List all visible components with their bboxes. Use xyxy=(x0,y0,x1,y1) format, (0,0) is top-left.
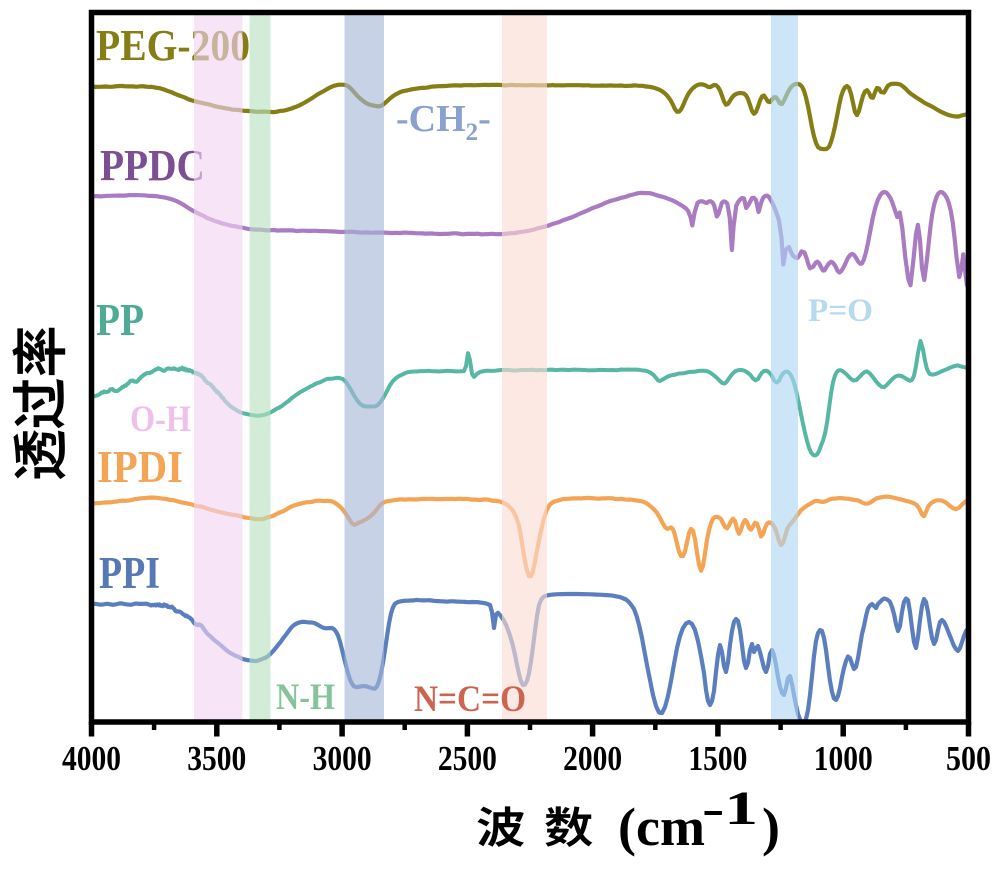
svg-text:3500: 3500 xyxy=(187,740,246,778)
svg-text:1500: 1500 xyxy=(688,740,747,778)
svg-text:PP: PP xyxy=(96,295,144,345)
svg-text:N-H: N-H xyxy=(276,677,335,718)
svg-text:IPDI: IPDI xyxy=(97,441,183,492)
svg-text:3000: 3000 xyxy=(313,740,372,778)
svg-text:4000: 4000 xyxy=(62,740,121,778)
svg-text:N=C=O: N=C=O xyxy=(414,679,526,720)
svg-text:O-H: O-H xyxy=(130,399,191,440)
svg-text:1000: 1000 xyxy=(814,740,873,778)
svg-text:2000: 2000 xyxy=(563,740,622,778)
svg-text:P=O: P=O xyxy=(808,293,873,329)
svg-text:2500: 2500 xyxy=(438,740,497,778)
svg-text:(cm: (cm xyxy=(618,797,705,857)
svg-text:500: 500 xyxy=(946,740,991,778)
svg-text:-1: -1 xyxy=(702,782,758,835)
svg-text:): ) xyxy=(762,797,780,857)
svg-text:PPDC: PPDC xyxy=(100,141,205,190)
svg-text:PPI: PPI xyxy=(99,548,160,598)
